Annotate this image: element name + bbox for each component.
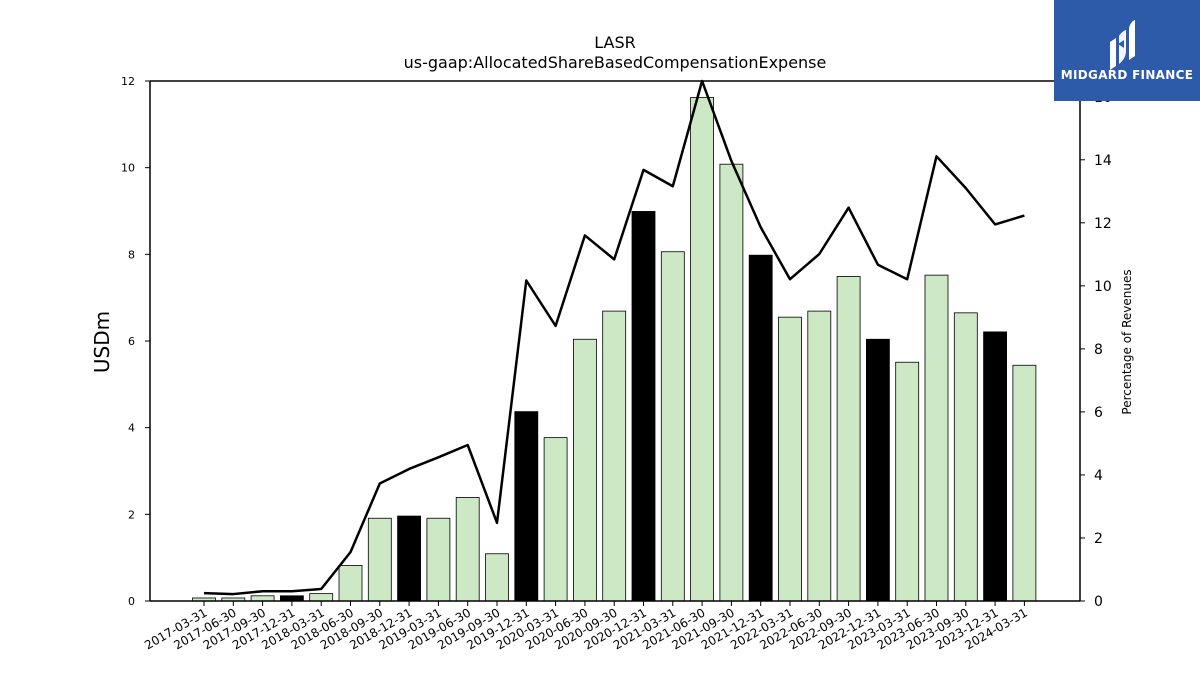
bar-2020-03-31 [543, 437, 568, 602]
bar-2018-06-30 [338, 565, 363, 602]
bar-2022-12-31 [866, 338, 890, 602]
y-left-tick-label: 12 [121, 75, 135, 88]
bar-2020-09-30 [602, 310, 627, 602]
bar-2018-09-30 [367, 517, 392, 602]
bar-2022-03-31 [778, 316, 802, 602]
bar-2018-03-31 [309, 593, 334, 602]
y-left-tick-label: 2 [128, 508, 135, 521]
y-left-tick-label: 8 [128, 248, 135, 261]
y-right-tick-label: 4 [1094, 468, 1103, 484]
y-axis-right-label: Percentage of Revenues [1120, 269, 1134, 414]
bar-2020-06-30 [573, 338, 597, 602]
x-axis: 2017-03-312017-06-302017-09-302017-12-31… [142, 601, 1030, 652]
bar-2019-06-30 [455, 497, 480, 602]
y-left-tick-label: 10 [121, 162, 135, 175]
bar-2021-06-30 [690, 97, 714, 602]
line-series [203, 79, 1025, 596]
midgard-logo-icon [1110, 20, 1135, 70]
bar-2019-09-30 [485, 553, 509, 602]
bar-2018-12-31 [397, 515, 422, 602]
y-right-tick-label: 0 [1094, 594, 1103, 610]
y-right-tick-label: 12 [1094, 216, 1112, 232]
y-axis-left-label: USDm [90, 311, 114, 373]
bar-2023-09-30 [953, 312, 978, 602]
bar-2017-09-30 [250, 595, 275, 602]
chart-subtitle: us-gaap:AllocatedShareBasedCompensationE… [404, 53, 827, 72]
bar-series [192, 97, 1037, 602]
y-right-tick-label: 14 [1094, 153, 1112, 169]
bar-2022-06-30 [807, 310, 832, 602]
y-right-tick-label: 6 [1094, 405, 1103, 421]
line-path [203, 79, 1025, 596]
y-left-tick-label: 0 [128, 595, 135, 608]
bar-2023-12-31 [983, 331, 1007, 602]
bar-2021-12-31 [748, 254, 773, 602]
bar-2021-03-31 [660, 251, 685, 602]
bar-2022-09-30 [836, 276, 861, 602]
bar-2021-09-30 [719, 163, 744, 602]
y-axis-right: 0246810121416 [1080, 90, 1112, 610]
y-right-tick-label: 8 [1094, 342, 1103, 358]
y-right-tick-label: 2 [1094, 531, 1103, 547]
bar-2023-03-31 [895, 361, 920, 602]
bar-2019-03-31 [426, 517, 451, 602]
bar-2023-06-30 [924, 274, 949, 602]
chart-title: LASR [594, 33, 636, 52]
bar-2019-12-31 [514, 411, 539, 602]
y-left-tick-label: 6 [128, 335, 135, 348]
bar-2020-12-31 [631, 211, 656, 602]
bar-2024-03-31 [1012, 364, 1037, 602]
bar-2017-12-31 [279, 595, 304, 602]
y-right-tick-label: 10 [1094, 279, 1112, 295]
logo-text: MIDGARD FINANCE [1060, 68, 1194, 82]
y-axis-left: 0 2 4 6 8 10 12 [121, 75, 150, 608]
y-left-tick-label: 4 [128, 422, 135, 435]
midgard-finance-logo: MIDGARD FINANCE [1054, 0, 1200, 101]
